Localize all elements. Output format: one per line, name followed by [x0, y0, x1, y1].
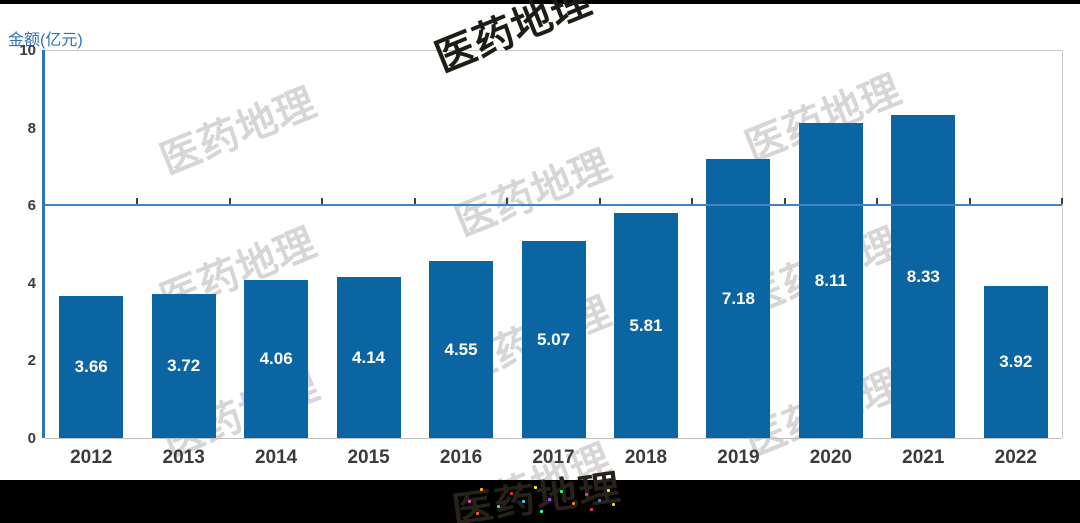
bar-value-label-2017: 5.07 [536, 329, 571, 349]
x-axis-label-2021: 2021 [902, 447, 945, 468]
reference-line-tick [506, 198, 509, 205]
reference-line-tick [968, 198, 971, 205]
bar-value-label-2015: 4.14 [352, 347, 386, 367]
bottom-black-band [0, 480, 1080, 523]
watermark-speckle-13 [540, 510, 543, 513]
bar-2016 [429, 261, 494, 438]
y-tick-label-8: 8 [27, 119, 36, 137]
watermark-speckle-5 [534, 486, 537, 489]
x-axis-label-2018: 2018 [624, 447, 668, 468]
bar-value-label-2022: 3.92 [999, 352, 1033, 371]
watermark-speckle-12 [476, 512, 479, 515]
bar-value-label-2016: 4.55 [444, 339, 478, 359]
x-axis-label-2015: 2015 [347, 447, 390, 468]
watermark-speckle-3 [510, 492, 513, 495]
reference-line-tick [228, 198, 231, 205]
reference-line-tick [1061, 198, 1063, 205]
watermark-speckle-2 [497, 505, 500, 508]
watermark-speckle-6 [548, 498, 551, 501]
x-axis-label-2017: 2017 [532, 447, 575, 468]
watermark-speckle-4 [522, 500, 525, 503]
x-axis-label-2020: 2020 [809, 447, 852, 468]
y-tick-label-0: 0 [27, 430, 36, 447]
watermark-speckle-9 [585, 493, 588, 496]
bar-2022 [983, 286, 1048, 438]
reference-line-tick [691, 198, 694, 205]
bar-value-label-2014: 4.06 [259, 349, 293, 368]
watermark-speckle-14 [590, 508, 593, 511]
bar-2014 [244, 280, 309, 438]
bar-value-label-2021: 8.33 [906, 266, 940, 286]
y-tick-label-10: 10 [19, 42, 36, 59]
bar-2012 [59, 296, 124, 438]
x-axis-label-2022: 2022 [994, 447, 1037, 468]
bar-2017 [521, 241, 586, 438]
watermark-speckle-11 [607, 489, 610, 492]
watermark-speckle-10 [598, 499, 601, 502]
y-tick-label-2: 2 [27, 352, 36, 370]
watermark-speckle-1 [480, 488, 483, 491]
reference-line-tick [876, 198, 879, 205]
y-axis-line [42, 50, 45, 438]
reference-line-tick [321, 198, 324, 205]
bar-value-label-2019: 7.18 [721, 288, 755, 308]
reference-line-tick [598, 198, 601, 205]
x-axis-label-2019: 2019 [717, 447, 760, 468]
reference-line [45, 204, 1062, 207]
x-axis-label-2013: 2013 [162, 447, 205, 468]
top-black-band [0, 0, 1080, 4]
y-axis-title: 金额(亿元) [8, 32, 83, 49]
bar-2021 [891, 115, 956, 438]
watermark-speckle-7 [560, 490, 563, 493]
bar-2018 [613, 213, 678, 438]
watermark-dark-top: 医药地理 [429, 0, 598, 81]
reference-line-tick [413, 198, 416, 205]
y-tick-label-6: 6 [27, 197, 36, 215]
watermark-2: 医药地理 [449, 142, 618, 245]
bar-2013 [151, 294, 216, 438]
bar-value-label-2018: 5.81 [629, 315, 663, 335]
watermark-speckle-8 [572, 502, 575, 505]
plot-right-border [1062, 50, 1063, 438]
reference-line-tick [136, 198, 139, 205]
bar-2020 [798, 123, 863, 438]
watermark-0: 医药地理 [154, 80, 323, 183]
watermark-speckle-0 [468, 500, 471, 503]
bar-value-label-2020: 8.11 [814, 270, 847, 290]
watermark-speckle-15 [612, 503, 615, 506]
x-axis-label-2016: 2016 [439, 447, 483, 468]
bar-2015 [336, 277, 401, 438]
y-tick-label-4: 4 [27, 274, 36, 292]
plot-top-border [43, 50, 1062, 51]
bar-value-label-2012: 3.66 [74, 357, 108, 376]
x-axis-label-2012: 2012 [70, 447, 113, 468]
bar-value-label-2013: 3.72 [167, 356, 201, 375]
x-axis-label-2014: 2014 [254, 447, 298, 468]
x-axis-baseline [45, 438, 1062, 439]
reference-line-tick [783, 198, 786, 205]
